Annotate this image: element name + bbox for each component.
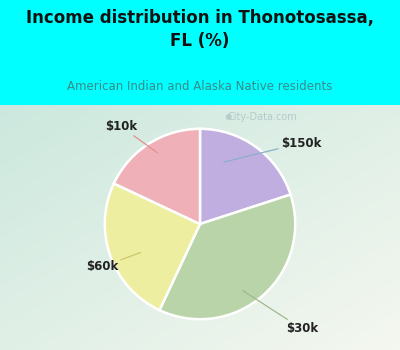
Text: ●: ● [225,112,232,121]
Text: $60k: $60k [86,253,140,273]
Wedge shape [114,129,200,224]
Text: Income distribution in Thonotosassa,
FL (%): Income distribution in Thonotosassa, FL … [26,9,374,49]
Wedge shape [200,129,290,224]
Wedge shape [105,183,200,310]
Text: $150k: $150k [224,136,321,162]
Text: $10k: $10k [105,120,157,153]
Text: $30k: $30k [243,290,318,335]
Wedge shape [160,195,295,319]
Text: American Indian and Alaska Native residents: American Indian and Alaska Native reside… [67,79,333,93]
Text: City-Data.com: City-Data.com [227,112,297,122]
